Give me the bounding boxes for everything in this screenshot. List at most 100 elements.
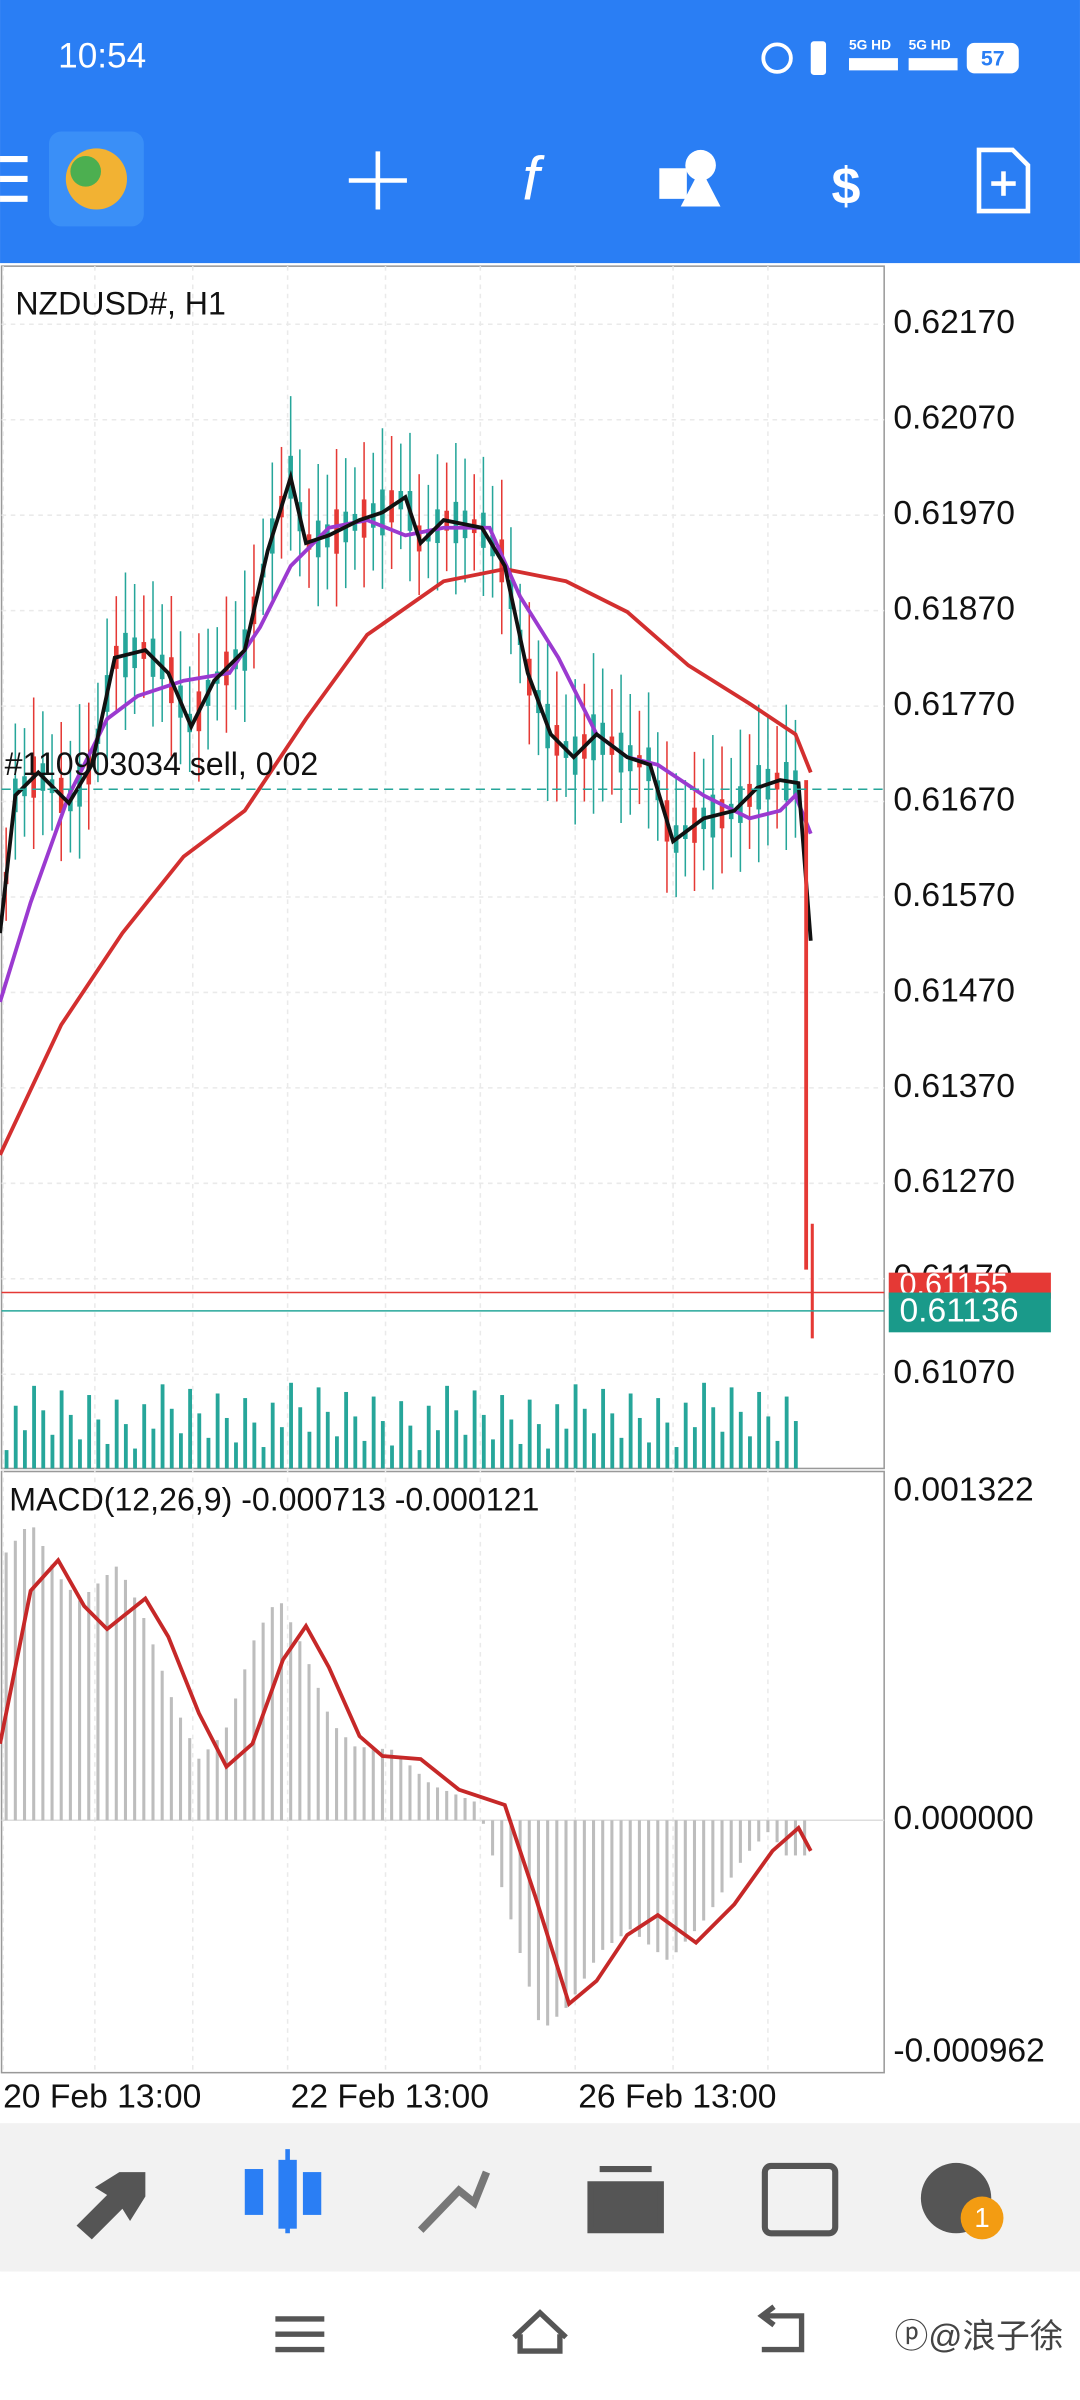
- volume-bar: [41, 1410, 46, 1469]
- volume-bar: [270, 1402, 275, 1469]
- volume-bar: [289, 1382, 293, 1469]
- volume-bar: [793, 1421, 798, 1469]
- volume-bar: [748, 1436, 752, 1469]
- volume-bar: [720, 1431, 725, 1469]
- history-tab[interactable]: [587, 2165, 664, 2234]
- volume-bar: [298, 1407, 303, 1469]
- volume-bar: [601, 1388, 606, 1469]
- network-label: 5G HD: [849, 38, 891, 53]
- objects-icon[interactable]: [659, 149, 721, 207]
- volume-bar: [307, 1431, 312, 1469]
- volume-bar: [472, 1390, 477, 1469]
- volume-bar: [546, 1448, 550, 1469]
- system-nav: [275, 2304, 805, 2354]
- crosshair-icon[interactable]: [348, 151, 407, 210]
- volume-bar: [729, 1387, 734, 1469]
- volume-bar: [527, 1399, 532, 1469]
- grid: [1, 266, 885, 2073]
- badge: [960, 2196, 1004, 2240]
- volume-bar: [674, 1447, 679, 1469]
- volume-bar: [711, 1407, 716, 1469]
- chart-tab[interactable]: [244, 2149, 322, 2234]
- volume-bar: [757, 1391, 762, 1469]
- volume-bar: [96, 1419, 101, 1469]
- ask-price: 0.61136: [899, 1292, 1018, 1329]
- volume-bar: [417, 1450, 422, 1469]
- ma-fast: [0, 469, 813, 941]
- volume-bar: [582, 1408, 587, 1469]
- trade-tab[interactable]: [417, 2170, 491, 2233]
- volume-bar: [197, 1413, 202, 1469]
- ask-box: [888, 1292, 1051, 1333]
- volume-bar: [279, 1427, 284, 1469]
- macd-signal: [0, 1556, 813, 2008]
- main-chart-frame: [0, 265, 885, 1470]
- volume-bar: [380, 1421, 385, 1469]
- ma-slow: [0, 567, 813, 1156]
- volume-bar: [123, 1424, 128, 1469]
- app-logo-mark: [70, 156, 101, 187]
- volume-bar: [68, 1414, 73, 1469]
- price-label: 0.61270: [893, 1163, 1015, 1200]
- volume-bar: [536, 1424, 541, 1469]
- volume-bar: [32, 1385, 36, 1469]
- volume-bar: [59, 1390, 64, 1469]
- volume-bar: [738, 1411, 743, 1469]
- symbol-label: NZDUSD#, H1: [15, 285, 226, 321]
- volume-bar: [702, 1382, 706, 1469]
- volume-bar: [13, 1405, 18, 1469]
- macd-label: MACD(12,26,9) -0.000713 -0.000121: [9, 1482, 539, 1518]
- volume-bar: [665, 1422, 670, 1469]
- bottom-nav: [0, 2123, 1080, 2272]
- volume-bar: [775, 1440, 780, 1469]
- macd-frame: [0, 1470, 885, 2074]
- volume-bar: [656, 1398, 661, 1469]
- signal-icon: [848, 58, 898, 71]
- price-label: 0.61870: [893, 591, 1015, 628]
- volume-bar: [105, 1443, 110, 1469]
- volume-bar: [224, 1417, 229, 1469]
- volume-bar: [179, 1433, 183, 1469]
- volume-bar: [325, 1411, 330, 1469]
- volume-bar: [647, 1442, 651, 1469]
- macd-axis-label: 0.001322: [893, 1471, 1033, 1508]
- date-label: 22 Feb 13:00: [291, 2079, 489, 2116]
- volume-bar: [142, 1404, 147, 1469]
- app-header: [0, 0, 1080, 264]
- ma-medium: [0, 518, 813, 1003]
- volume-bar: [252, 1422, 257, 1469]
- date-label: 26 Feb 13:00: [578, 2079, 776, 2116]
- volume-bar: [610, 1413, 615, 1469]
- volume-bar: [445, 1385, 449, 1469]
- volume-bar: [169, 1408, 174, 1469]
- volume-bar: [463, 1434, 468, 1469]
- trade-icon[interactable]: $: [831, 157, 860, 215]
- volume-bar: [390, 1445, 394, 1469]
- price-label: 0.61970: [893, 495, 1015, 532]
- volume-bar: [243, 1398, 248, 1469]
- volume-bar: [353, 1416, 358, 1469]
- volume-bar: [78, 1439, 82, 1469]
- price-label: 0.61370: [893, 1068, 1015, 1105]
- volume-bar: [4, 1450, 9, 1469]
- volume-bar: [234, 1442, 238, 1469]
- volume-bar: [564, 1428, 569, 1469]
- macd-axis-label: -0.000962: [893, 2033, 1045, 2070]
- volume-bar: [133, 1448, 137, 1469]
- volume-bar: [22, 1430, 27, 1469]
- new-order-icon[interactable]: [976, 147, 1031, 214]
- vibrate-icon: [810, 41, 827, 75]
- volume: [4, 1382, 798, 1469]
- volume-bar: [371, 1396, 376, 1469]
- menu-icon[interactable]: [0, 156, 28, 202]
- network-label: 5G HD: [909, 38, 951, 53]
- volume-bar: [399, 1401, 404, 1469]
- volume-bar: [509, 1419, 514, 1469]
- macd-axis-label: 0.000000: [893, 1800, 1033, 1837]
- news-tab[interactable]: [761, 2162, 839, 2237]
- quotes-tab[interactable]: [76, 2172, 146, 2240]
- battery-level: 57: [981, 46, 1005, 70]
- volume-bar: [628, 1393, 633, 1469]
- volume-bar: [344, 1391, 349, 1469]
- alarm-icon: [761, 42, 793, 74]
